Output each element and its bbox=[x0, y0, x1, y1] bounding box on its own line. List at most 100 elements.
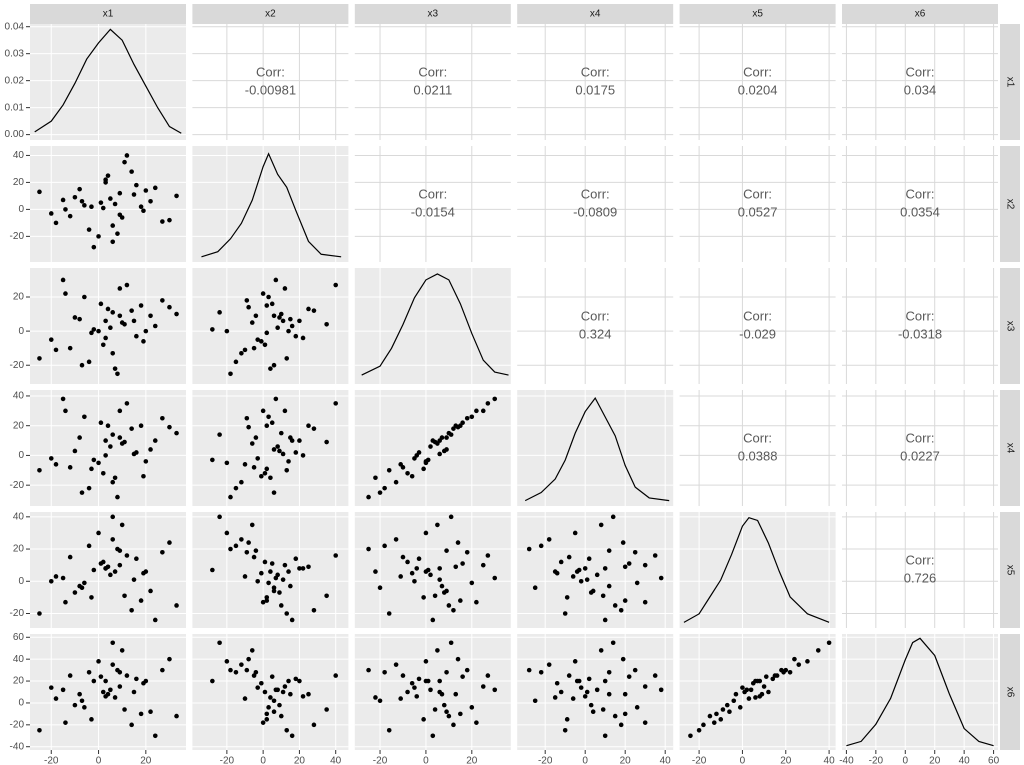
scatter-point bbox=[435, 648, 440, 653]
scatter-point bbox=[289, 323, 295, 329]
scatter-point bbox=[266, 705, 271, 710]
scatter-point bbox=[138, 598, 144, 603]
scatter-point bbox=[622, 711, 628, 717]
scatter-point bbox=[428, 687, 433, 693]
scatter-point bbox=[546, 662, 552, 667]
scatter-point bbox=[405, 689, 410, 695]
strip-label: x2 bbox=[1004, 199, 1015, 210]
x-tick-label: 20 bbox=[780, 756, 792, 765]
strip bbox=[1000, 268, 1020, 384]
scatter-point bbox=[269, 561, 275, 566]
scatter-point bbox=[174, 311, 179, 317]
scatter-point bbox=[72, 702, 78, 708]
scatter-point bbox=[412, 578, 417, 584]
scatter-point bbox=[278, 311, 284, 317]
scatter-point bbox=[300, 453, 306, 458]
corr-label: Corr: bbox=[743, 64, 772, 79]
x-tick-label: 0 bbox=[903, 756, 909, 765]
scatter-point bbox=[293, 450, 299, 455]
scatter-point bbox=[284, 468, 290, 473]
scatter-point bbox=[658, 687, 664, 693]
scatter-point bbox=[112, 475, 118, 481]
scatter-point bbox=[271, 709, 277, 714]
scatter-point bbox=[448, 432, 454, 437]
scatter-point bbox=[129, 426, 134, 431]
scatter-point bbox=[538, 670, 544, 675]
scatter-point bbox=[271, 447, 277, 452]
scatter-point bbox=[124, 401, 130, 406]
scatter-point bbox=[393, 479, 399, 485]
scatter-point bbox=[72, 315, 78, 320]
scatter-point bbox=[262, 559, 268, 565]
corr-value: -0.0154 bbox=[411, 204, 455, 219]
corr-label: Corr: bbox=[418, 64, 447, 79]
scatter-point bbox=[262, 342, 268, 348]
scatter-point bbox=[437, 678, 442, 684]
scatter-point bbox=[77, 435, 82, 440]
y-tick-label: -20 bbox=[10, 231, 25, 242]
y-tick-label: 0.02 bbox=[5, 75, 25, 86]
scatter-point bbox=[260, 291, 266, 296]
scatter-point bbox=[546, 537, 552, 542]
scatter-point bbox=[124, 282, 130, 288]
scatter-point bbox=[293, 556, 299, 562]
scatter-point bbox=[77, 691, 82, 697]
corr-label: Corr: bbox=[418, 186, 447, 201]
scatter-point bbox=[711, 720, 717, 725]
y-tick-label: 40 bbox=[13, 391, 25, 402]
corr-label: Corr: bbox=[581, 308, 610, 323]
corr-value: 0.726 bbox=[904, 570, 937, 585]
scatter-point bbox=[108, 687, 113, 693]
scatter-point bbox=[91, 567, 97, 573]
scatter-point bbox=[131, 318, 137, 324]
scatter-point bbox=[86, 485, 92, 491]
corr-value: 0.0204 bbox=[738, 82, 778, 97]
y-tick-label: 0 bbox=[18, 698, 24, 709]
scatter-point bbox=[311, 722, 317, 728]
scatter-point bbox=[526, 667, 532, 673]
strip bbox=[842, 4, 998, 24]
panel bbox=[517, 390, 674, 506]
strip bbox=[1000, 512, 1020, 628]
scatter-point bbox=[275, 444, 280, 449]
scatter-point bbox=[119, 441, 125, 446]
scatter-point bbox=[271, 362, 277, 368]
scatter-point bbox=[103, 438, 108, 443]
scatter-point bbox=[110, 640, 116, 646]
scatter-point bbox=[582, 694, 588, 699]
scatter-point bbox=[293, 676, 299, 682]
panel bbox=[517, 634, 674, 750]
y-tick-label: 20 bbox=[13, 177, 25, 188]
scatter-point bbox=[167, 540, 172, 545]
scatter-point bbox=[727, 709, 732, 714]
scatter-point bbox=[423, 678, 429, 684]
scatter-point bbox=[242, 574, 248, 579]
strip bbox=[1000, 634, 1020, 750]
scatter-point bbox=[98, 420, 104, 426]
scatter-point bbox=[228, 371, 233, 377]
scatter-point bbox=[264, 423, 270, 428]
scatter-point bbox=[451, 607, 456, 613]
scatter-point bbox=[293, 333, 299, 339]
scatter-point bbox=[781, 670, 786, 675]
scatter-point bbox=[210, 567, 215, 573]
panel bbox=[30, 390, 186, 506]
scatter-point bbox=[634, 705, 640, 710]
scatter-point bbox=[100, 470, 106, 476]
scatter-point bbox=[48, 211, 54, 216]
scatter-point bbox=[91, 244, 97, 250]
corr-label: Corr: bbox=[906, 186, 935, 201]
x-tick-label: 20 bbox=[140, 756, 152, 765]
scatter-point bbox=[306, 423, 311, 428]
scatter-point bbox=[246, 656, 251, 662]
panel bbox=[842, 268, 998, 384]
scatter-point bbox=[753, 678, 758, 684]
panel bbox=[679, 146, 836, 262]
scatter-point bbox=[167, 424, 172, 430]
scatter-point bbox=[409, 570, 415, 576]
scatter-point bbox=[148, 313, 153, 319]
scatter-point bbox=[167, 304, 172, 310]
scatter-point bbox=[110, 432, 116, 437]
scatter-point bbox=[485, 673, 491, 678]
scatter-point bbox=[554, 570, 560, 576]
